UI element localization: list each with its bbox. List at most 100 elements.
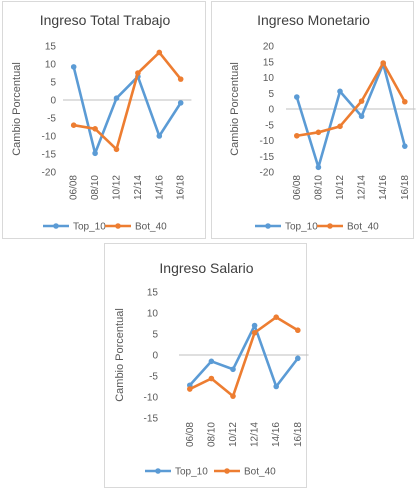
legend-swatch-marker [327, 223, 333, 229]
data-point-bot-40 [273, 314, 279, 320]
data-point-top-10 [230, 366, 236, 373]
chart-title: Ingreso Total Trabajo [40, 12, 171, 28]
data-point-bot-40 [295, 327, 301, 334]
series-line-bot-40 [72, 51, 182, 151]
y-tick-label: 0 [152, 351, 158, 362]
data-point-bot-40 [402, 98, 408, 105]
x-tick-label: 10/12 [335, 175, 346, 200]
y-tick-label: 5 [152, 330, 158, 341]
chart-ingreso-salario: Ingreso Salario Cambio Porcentual 15 10 5 0 -5… [114, 260, 309, 478]
y-tick-label: -15 [144, 414, 159, 425]
series-line-top-10 [295, 62, 407, 169]
data-point-bot-40 [208, 375, 215, 382]
x-tick-label: 16/18 [400, 175, 411, 200]
data-point-bot-40 [315, 129, 322, 136]
y-tick-label: 15 [45, 42, 57, 53]
series-line-top-10 [72, 65, 182, 155]
chart-title: Ingreso Monetario [257, 12, 370, 28]
data-point-top-10 [113, 95, 120, 101]
legend-swatch-marker [224, 468, 230, 474]
y-tick-label: -20 [42, 168, 57, 179]
chart-ingreso-total-trabajo: Ingreso Total Trabajo Cambio Porcentual 15… [11, 12, 192, 233]
series-line-top-10 [188, 324, 300, 388]
y-tick-label: -10 [144, 393, 159, 404]
chart-panel-ingreso-total-trabajo: Ingreso Total Trabajo Cambio Porcentual 15… [2, 1, 206, 239]
data-point-bot-40 [358, 98, 365, 104]
x-tick-label: 06/08 [292, 175, 303, 200]
data-point-bot-40 [92, 126, 98, 132]
y-tick-label: 0 [50, 96, 56, 107]
data-point-top-10 [70, 64, 77, 70]
data-point-top-10 [295, 355, 301, 362]
legend-swatch-marker [53, 223, 59, 229]
data-point-top-10 [315, 164, 322, 171]
data-point-bot-40 [113, 146, 120, 153]
y-tick-label: 15 [263, 57, 275, 68]
x-tick-label: 06/08 [185, 422, 196, 447]
y-axis-label: Cambio Porcentual [11, 62, 23, 156]
legend-label: Bot_40 [347, 222, 379, 233]
chart-panel-ingreso-monetario: Ingreso Monetario Cambio Porcentual 20 15 10… [211, 1, 416, 239]
data-point-top-10 [92, 150, 98, 157]
x-tick-label: 08/10 [313, 175, 324, 200]
data-point-bot-40 [135, 70, 141, 76]
x-tick-label: 10/12 [112, 175, 123, 200]
data-point-top-10 [358, 113, 365, 120]
data-point-bot-40 [380, 60, 386, 66]
y-tick-label: -20 [260, 168, 275, 179]
legend-label: Top_10 [285, 222, 318, 233]
y-tick-label: -15 [42, 150, 57, 161]
x-tick-label: 14/16 [271, 422, 282, 447]
y-tick-label: 20 [263, 42, 275, 53]
x-tick-label: 12/14 [250, 422, 261, 447]
x-tick-label: 08/10 [90, 175, 101, 200]
data-point-top-10 [337, 88, 343, 95]
data-point-bot-40 [337, 123, 343, 130]
y-tick-label: 5 [50, 78, 56, 89]
y-tick-label: -5 [149, 372, 158, 383]
x-tick-label: 10/12 [228, 422, 239, 447]
x-tick-label: 16/18 [293, 422, 304, 447]
data-point-top-10 [273, 383, 279, 390]
data-point-top-10 [177, 100, 184, 106]
chart-panel-ingreso-salario: Ingreso Salario Cambio Porcentual 15 10 5 0 -5… [104, 243, 309, 488]
x-tick-label: 12/14 [133, 175, 144, 200]
data-point-bot-40 [156, 49, 163, 56]
data-point-top-10 [402, 143, 408, 149]
y-tick-label: -5 [265, 120, 274, 131]
y-tick-label: -10 [260, 136, 275, 147]
data-point-bot-40 [230, 393, 236, 399]
legend-swatch-marker [265, 223, 271, 229]
x-tick-label: 14/16 [154, 175, 165, 200]
data-point-bot-40 [187, 386, 193, 392]
legend-label: Top_10 [175, 467, 208, 478]
y-tick-label: -15 [260, 152, 275, 163]
y-tick-label: 10 [263, 73, 275, 84]
data-point-top-10 [208, 358, 215, 365]
series-line-bot-40 [188, 315, 300, 398]
data-point-bot-40 [70, 122, 77, 128]
chart-ingreso-monetario: Ingreso Monetario Cambio Porcentual 20 15 10… [229, 12, 416, 233]
y-tick-label: 10 [147, 309, 159, 320]
data-point-bot-40 [294, 132, 300, 139]
data-point-bot-40 [177, 76, 184, 82]
legend-swatch-marker [155, 468, 161, 474]
y-tick-label: 10 [45, 60, 57, 71]
x-tick-label: 08/10 [206, 422, 217, 447]
legend-label: Top_10 [73, 222, 106, 233]
y-axis-label: Cambio Porcentual [114, 308, 126, 402]
series-line-bot-40 [295, 61, 407, 138]
data-point-top-10 [294, 94, 300, 100]
chart-title: Ingreso Salario [159, 260, 253, 276]
y-tick-label: -5 [47, 114, 56, 125]
x-tick-label: 12/14 [357, 175, 368, 200]
data-point-top-10 [251, 322, 258, 329]
y-axis-label: Cambio Porcentual [229, 62, 241, 156]
legend-swatch-marker [115, 223, 121, 229]
x-tick-label: 16/18 [176, 175, 187, 200]
y-tick-label: 15 [147, 288, 159, 299]
y-tick-label: -10 [42, 132, 57, 143]
y-tick-label: 5 [268, 89, 274, 100]
x-tick-label: 06/08 [69, 175, 80, 200]
data-point-top-10 [156, 133, 163, 139]
